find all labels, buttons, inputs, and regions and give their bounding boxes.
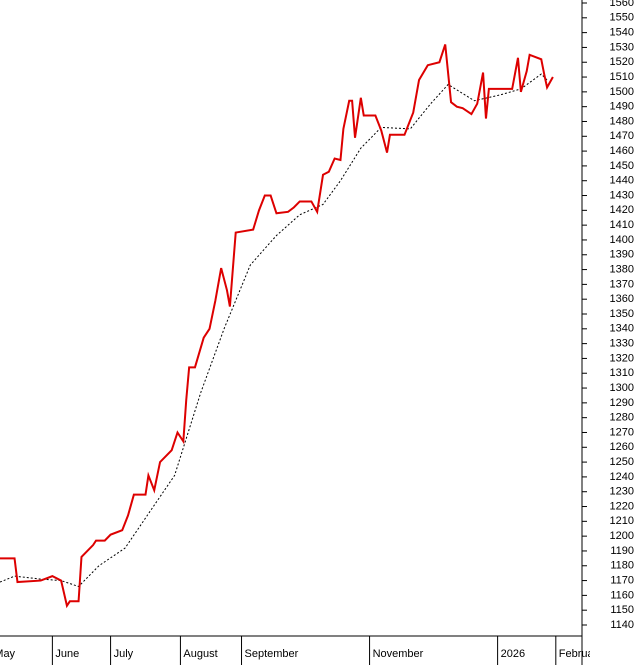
- x-axis-labels: May June July August September November 2026 Fe…: [0, 636, 604, 665]
- y-tick-label: 1390: [610, 249, 634, 261]
- plot: [0, 44, 554, 609]
- y-tick-label: 1350: [610, 308, 634, 320]
- y-tick-label: 1260: [610, 441, 634, 453]
- y-tick-label: 1560: [610, 0, 634, 9]
- y-tick-label: 1470: [610, 130, 634, 142]
- x-tick-label: August: [183, 648, 217, 660]
- x-tick-label: June: [55, 648, 79, 660]
- y-tick-label: 1300: [610, 382, 634, 394]
- y-tick-label: 1140: [610, 619, 634, 631]
- y-tick-label: 1360: [610, 293, 634, 305]
- y-tick-label: 1400: [610, 234, 634, 246]
- y-tick-label: 1180: [610, 560, 634, 572]
- y-tick-label: 1210: [610, 515, 634, 527]
- y-tick-label: 1540: [610, 27, 634, 39]
- x-tick-label: 2026: [501, 648, 525, 660]
- y-tick-label: 1450: [610, 160, 634, 172]
- y-tick-label: 1320: [610, 352, 634, 364]
- y-tick-label: 1220: [610, 500, 634, 512]
- y-tick-label: 1420: [610, 204, 634, 216]
- y-tick-label: 1160: [610, 589, 634, 601]
- y-tick-label: 1190: [610, 545, 634, 557]
- y-tick-label: 1280: [610, 412, 634, 424]
- price-line: [0, 73, 548, 588]
- y-tick-label: 1500: [610, 86, 634, 98]
- y-tick-label: 1440: [610, 175, 634, 187]
- y-tick-label: 1490: [610, 101, 634, 113]
- x-tick-label: May: [0, 648, 16, 660]
- y-tick-label: 1550: [610, 12, 634, 24]
- y-tick-label: 1170: [610, 574, 634, 586]
- y-tick-label: 1290: [610, 397, 634, 409]
- y-tick-label: 1150: [610, 604, 634, 616]
- y-tick-label: 1340: [610, 323, 634, 335]
- y-tick-label: 1430: [610, 189, 634, 201]
- y-tick-label: 1250: [610, 456, 634, 468]
- y-tick-label: 1410: [610, 219, 634, 231]
- x-tick-label: November: [373, 648, 424, 660]
- x-tick-label: February: [559, 648, 604, 660]
- y-tick-label: 1380: [610, 263, 634, 275]
- y-tick-label: 1200: [610, 530, 634, 542]
- x-tick-label: September: [245, 648, 299, 660]
- x-tick-label: July: [114, 648, 134, 660]
- y-tick-label: 1520: [610, 56, 634, 68]
- y-tick-label: 1510: [610, 71, 634, 83]
- y-tick-label: 1240: [610, 471, 634, 483]
- y-tick-label: 1480: [610, 115, 634, 127]
- y-tick-label: 1370: [610, 278, 634, 290]
- y-tick-label: 1530: [610, 41, 634, 53]
- y-tick-label: 1330: [610, 338, 634, 350]
- y-tick-label: 1310: [610, 367, 634, 379]
- y-tick-label: 1230: [610, 486, 634, 498]
- y-tick-label: 1270: [610, 426, 634, 438]
- price-line: [0, 44, 554, 609]
- y-tick-label: 1460: [610, 145, 634, 157]
